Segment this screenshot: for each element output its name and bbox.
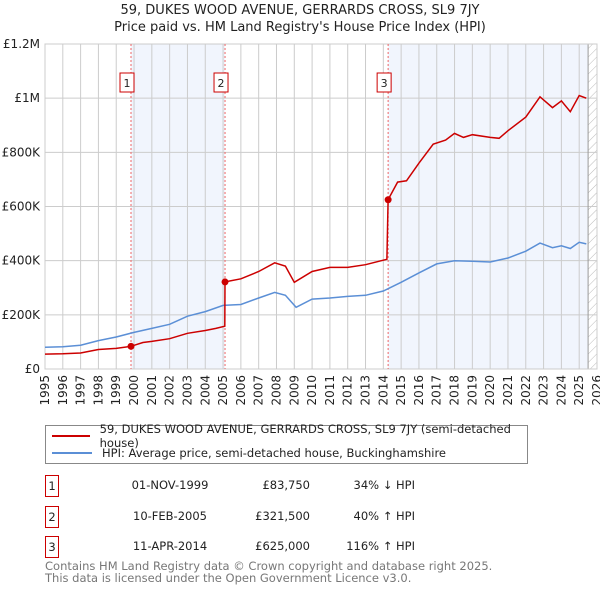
x-tick-label: 1996 [56,375,70,406]
sale-label-box [119,72,135,93]
legend-label: HPI: Average price, semi-detached house,… [102,446,447,460]
footer-licence: This data is licensed under the Open Gov… [45,571,412,585]
y-tick-label: £400K [2,254,42,268]
x-tick-label: 2017 [430,375,444,406]
x-tick-label: 1997 [74,375,88,406]
x-tick-label: 2019 [465,375,479,406]
y-tick-label: £0 [25,362,40,376]
chart-subtitle: Price paid vs. HM Land Registry's House … [114,20,486,35]
x-tick-label: 2008 [269,375,283,406]
x-tick-label: 2016 [412,375,426,406]
chart-title: 59, DUKES WOOD AVENUE, GERRARDS CROSS, S… [120,3,480,18]
x-tick-label: 1999 [109,375,123,406]
sale-label-box [376,72,392,93]
legend-swatch-red [52,435,90,437]
x-tick-label: 2010 [305,375,319,406]
x-tick-label: 2011 [323,375,337,406]
x-tick-label: 2018 [448,375,462,406]
sale-point [221,278,229,286]
x-tick-label: 2002 [163,375,177,406]
sale-price: £625,000 [255,539,310,553]
y-tick-label: £800K [2,145,42,159]
x-tick-label: 2014 [376,375,390,406]
sale-number: 1 [45,475,59,497]
x-tick-label: 2021 [501,375,515,406]
legend-item-hpi: HPI: Average price, semi-detached house,… [52,445,446,461]
x-tick-label: 1998 [91,375,105,406]
sale-label: 2 [218,77,225,90]
sale-date: 10-FEB-2005 [133,509,207,523]
y-tick-label: £1.2M [3,37,40,51]
x-tick-label: 2012 [341,375,355,406]
legend-item-property: 59, DUKES WOOD AVENUE, GERRARDS CROSS, S… [52,422,527,450]
y-tick-label: £200K [2,308,42,322]
x-tick-label: 2009 [287,375,301,406]
sale-date: 01-NOV-1999 [131,478,209,492]
sale-number: 3 [45,536,59,558]
sale-label-box [213,72,229,93]
sale-point [127,342,135,350]
x-tick-label: 2006 [234,375,248,406]
legend: 59, DUKES WOOD AVENUE, GERRARDS CROSS, S… [45,422,528,464]
footer: Contains HM Land Registry data © Crown c… [45,560,492,584]
price-chart: 1995 1996 1997 1998 1999 2000 2001 2002 2003 2004… [2,37,600,406]
x-tick-label: 2004 [198,375,212,406]
x-tick-label: 2022 [519,375,533,406]
series-line [44,94,587,355]
x-tick-label: 2013 [359,375,373,406]
sale-date: 11-APR-2014 [132,539,208,553]
series-line [44,241,587,349]
sale-hpi: 34% ↓ HPI [353,478,415,492]
footer-copyright: Contains HM Land Registry data © Crown c… [45,559,493,573]
sale-hpi: 116% ↑ HPI [346,539,415,553]
legend-swatch-blue [52,452,92,454]
sale-number: 2 [45,506,59,528]
legend-label: 59, DUKES WOOD AVENUE, GERRARDS CROSS, S… [99,422,511,450]
y-tick-label: £1M [14,91,40,105]
sale-price: £83,750 [262,478,310,492]
x-tick-label: 2024 [554,375,568,406]
x-tick-label: 2001 [145,375,159,406]
x-tick-label: 2015 [394,375,408,406]
y-tick-label: £600K [2,200,42,214]
sale-label: 3 [381,77,388,90]
x-tick-label: 2026 [590,375,600,406]
x-tick-label: 2003 [180,375,194,406]
x-tick-label: 2023 [537,375,551,406]
x-tick-label: 1995 [38,375,52,406]
sale-hpi: 40% ↑ HPI [353,509,415,523]
x-tick-label: 2005 [216,375,230,406]
sale-point [384,196,392,204]
plot-frame [44,43,598,370]
sale-label: 1 [124,77,131,90]
x-tick-label: 2000 [127,375,141,406]
x-tick-label: 2020 [483,375,497,406]
sale-price: £321,500 [255,509,310,523]
x-tick-label: 2007 [252,375,266,406]
x-tick-label: 2025 [572,375,586,406]
